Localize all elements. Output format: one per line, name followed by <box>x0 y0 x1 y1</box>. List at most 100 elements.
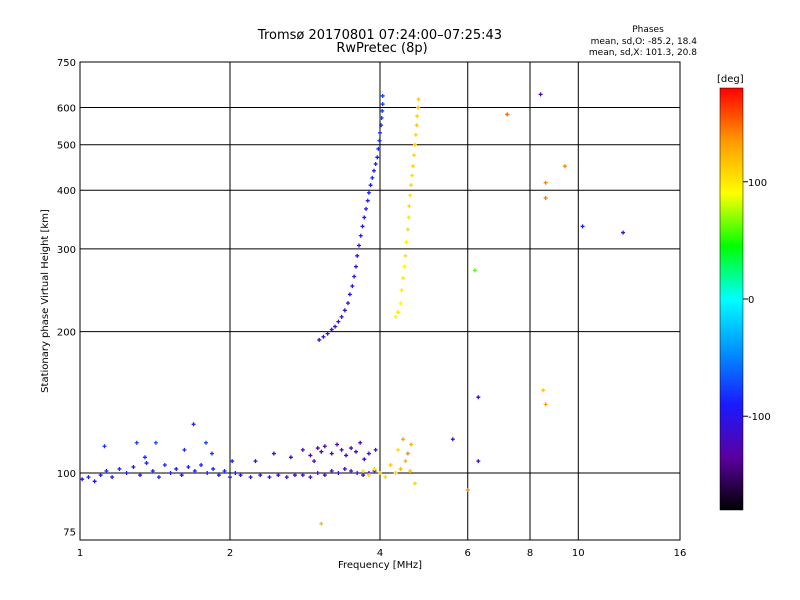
data-point <box>379 123 384 128</box>
data-point <box>380 102 385 107</box>
data-point <box>150 468 155 473</box>
data-point <box>253 459 258 464</box>
data-point <box>86 475 91 480</box>
data-point <box>412 481 417 486</box>
data-point <box>142 455 147 460</box>
colorbar-tick-label: 100 <box>748 178 767 189</box>
colorbar-ticks: 100 0 -100 <box>743 178 771 423</box>
data-point <box>378 130 382 135</box>
data-point <box>329 468 334 473</box>
y-tick-label: 300 <box>57 245 76 256</box>
data-point <box>329 451 334 456</box>
data-point <box>476 459 481 464</box>
x-tick-label: 1 <box>77 548 83 559</box>
data-point <box>379 115 384 120</box>
data-point <box>352 274 357 279</box>
chart-subtitle: RwPretec (8p) <box>336 41 427 56</box>
stats-heading: Phases <box>632 25 664 35</box>
data-point <box>398 301 403 306</box>
data-point <box>349 446 354 451</box>
data-point <box>329 327 334 332</box>
data-point <box>353 449 358 454</box>
data-point <box>360 224 365 229</box>
data-point <box>365 198 370 203</box>
data-point <box>353 264 358 269</box>
data-point <box>450 437 455 442</box>
x-tick-label: 6 <box>465 548 471 559</box>
data-point <box>405 451 410 456</box>
data-point <box>174 466 179 471</box>
data-point <box>336 470 341 475</box>
data-point <box>322 473 327 478</box>
data-point <box>110 475 115 480</box>
data-point <box>276 473 281 478</box>
data-point <box>350 284 355 289</box>
data-point <box>333 324 338 329</box>
data-point <box>267 475 272 480</box>
data-point <box>396 447 401 452</box>
data-point <box>300 473 305 478</box>
data-point <box>362 457 367 462</box>
data-point <box>238 473 243 478</box>
data-point <box>344 453 349 458</box>
data-point <box>216 473 221 478</box>
data-point <box>292 473 297 478</box>
y-tick-label: 500 <box>57 141 76 152</box>
data-point <box>102 444 107 449</box>
data-point <box>308 453 313 458</box>
colorbar-gradient <box>719 87 744 511</box>
data-point <box>368 183 373 188</box>
data-point <box>315 446 320 451</box>
data-point <box>411 164 416 169</box>
data-point <box>375 155 380 160</box>
data-point <box>410 173 415 178</box>
data-point <box>319 449 324 454</box>
data-point <box>233 470 238 475</box>
data-point <box>380 93 385 98</box>
data-point <box>199 462 204 467</box>
data-point <box>358 440 363 445</box>
data-point <box>308 475 313 480</box>
data-point <box>412 142 417 147</box>
data-point <box>80 477 85 482</box>
data-point <box>361 473 366 478</box>
data-point <box>416 97 421 102</box>
data-point <box>335 442 340 447</box>
data-point <box>407 204 412 209</box>
data-point <box>356 243 361 248</box>
data-point <box>399 288 404 293</box>
data-point <box>168 470 173 475</box>
colorbar-tick-label: -100 <box>748 412 771 423</box>
y-tick-label: 200 <box>57 328 76 339</box>
data-point <box>366 190 371 195</box>
data-point <box>342 308 347 313</box>
y-tick-label: 400 <box>57 186 76 197</box>
data-point <box>541 388 546 393</box>
data-point <box>383 475 388 480</box>
y-tick-label: 75 <box>63 528 76 539</box>
data-point <box>543 402 548 407</box>
colorbar: [deg] 100 0 -100 <box>717 74 771 511</box>
stats-line-x: mean, sd,X: 101.3, 20.8 <box>589 48 697 58</box>
data-point <box>401 437 406 442</box>
data-point <box>358 233 363 238</box>
data-point <box>380 108 385 113</box>
data-point <box>321 334 326 339</box>
y-tick-label: 750 <box>57 58 76 69</box>
data-point <box>315 470 320 475</box>
data-point <box>179 473 184 478</box>
data-point <box>376 146 381 151</box>
data-point <box>373 161 378 166</box>
data-point <box>182 447 187 452</box>
data-point <box>317 337 322 342</box>
data-point <box>205 470 210 475</box>
data-point <box>476 395 481 400</box>
data-point <box>203 440 208 445</box>
colorbar-label: [deg] <box>717 74 744 85</box>
data-point <box>543 196 548 201</box>
data-point <box>404 240 409 245</box>
y-tick-label: 100 <box>57 469 76 480</box>
data-point <box>131 464 136 469</box>
data-points <box>80 92 626 526</box>
data-point <box>409 183 414 188</box>
